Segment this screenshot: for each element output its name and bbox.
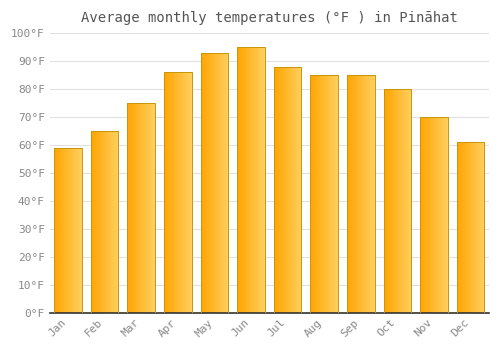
Bar (457, 142, 484, 313)
Bar (274, 67, 301, 313)
Bar (420, 117, 448, 313)
Bar (164, 72, 192, 313)
Bar (238, 47, 264, 313)
Bar (384, 89, 411, 313)
Bar (310, 75, 338, 313)
Bar (128, 103, 155, 313)
Bar (200, 53, 228, 313)
Bar (54, 148, 82, 313)
Title: Average monthly temperatures (°F ) in Pināhat: Average monthly temperatures (°F ) in Pi… (81, 11, 458, 25)
Bar (91, 131, 118, 313)
Bar (347, 75, 374, 313)
